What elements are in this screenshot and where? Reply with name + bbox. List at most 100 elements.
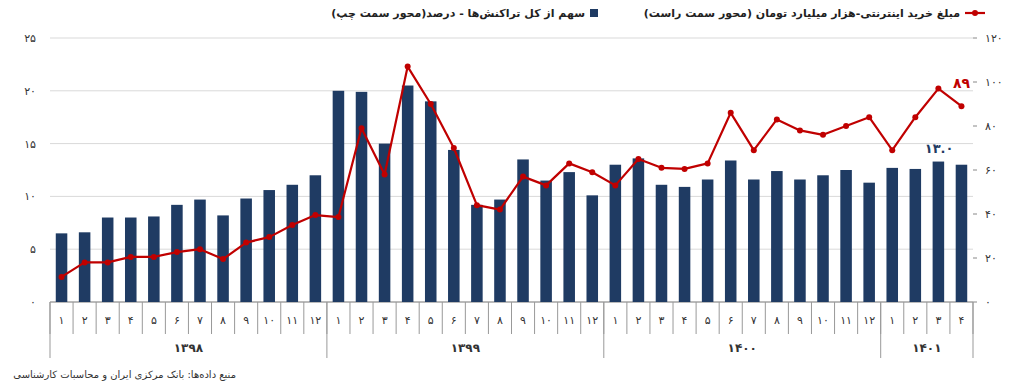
y2-tick-label: ۰ <box>985 296 991 309</box>
x-tick-label: ۳ <box>935 314 941 327</box>
marker <box>635 156 641 162</box>
x-tick-label: ۴ <box>128 314 134 327</box>
bar <box>840 170 852 302</box>
bar <box>794 180 806 302</box>
x-separator <box>188 302 189 334</box>
marker <box>774 116 780 122</box>
x-separator <box>857 302 858 334</box>
x-separator <box>926 302 927 334</box>
x-tick-label: ۱۱ <box>563 314 575 327</box>
x-separator <box>119 302 120 334</box>
bar <box>702 180 714 302</box>
x-tick-label: ۱ <box>335 314 341 327</box>
y2-tick <box>973 170 977 171</box>
x-tick-label: ۶ <box>174 314 180 327</box>
x-tick-label: ۹ <box>797 314 803 327</box>
marker <box>359 125 365 131</box>
bar <box>356 92 368 302</box>
bar <box>610 165 622 302</box>
x-separator <box>442 302 443 334</box>
marker <box>289 222 295 228</box>
x-separator <box>373 302 374 334</box>
source: منبع داده‌ها: بانک مرکزی ایران و محاسبات… <box>13 369 236 381</box>
line <box>62 67 962 277</box>
bar <box>125 218 137 302</box>
bar <box>540 181 552 302</box>
bar <box>494 200 506 302</box>
marker <box>543 182 549 188</box>
x-separator <box>696 302 697 334</box>
bar <box>910 169 922 302</box>
x-tick-label: ۷ <box>751 314 757 327</box>
x-separator <box>488 302 489 334</box>
x-separator <box>788 302 789 334</box>
x-tick-label: ۲ <box>82 314 88 327</box>
bar <box>933 162 945 302</box>
bar <box>448 150 460 302</box>
group-label: ۱۴۰۱ <box>912 341 941 355</box>
y-tick-label: ۰ <box>30 296 36 309</box>
x-tick-label: ۱۱ <box>840 314 852 327</box>
x-tick-label: ۱۲ <box>309 314 321 327</box>
x-tick-label: ۱۱ <box>286 314 298 327</box>
x-separator <box>465 302 466 334</box>
x-separator <box>742 302 743 334</box>
y2-tick <box>973 126 977 127</box>
x-tick-label: ۳ <box>659 314 665 327</box>
x-separator <box>303 302 304 334</box>
marker <box>866 114 872 120</box>
x-tick-label: ۷ <box>474 314 480 327</box>
bar <box>633 158 645 302</box>
marker <box>382 171 388 177</box>
bar <box>656 185 668 302</box>
marker <box>566 160 572 166</box>
x-tick-label: ۸ <box>497 314 503 327</box>
x-separator <box>234 302 235 334</box>
legend-label: سهم از کل تراکنش‌ها - درصد(محور سمت چپ) <box>331 7 585 20</box>
bar <box>333 91 345 302</box>
bar <box>240 199 252 302</box>
marker <box>728 110 734 116</box>
data-label: ۸۹ <box>953 75 971 91</box>
group-separator <box>603 302 604 358</box>
marker <box>405 64 411 70</box>
x-tick-label: ۱۰ <box>263 314 275 327</box>
marker <box>497 207 503 213</box>
x-separator <box>557 302 558 334</box>
marker <box>82 259 88 265</box>
bar <box>79 232 91 302</box>
x-separator <box>396 302 397 334</box>
marker <box>912 114 918 120</box>
y2-tick-label: ۲۰ <box>985 252 997 265</box>
grid-line <box>50 90 973 91</box>
bar <box>771 171 783 302</box>
x-separator <box>580 302 581 334</box>
marker <box>474 202 480 208</box>
x-tick-label: ۳ <box>105 314 111 327</box>
bar <box>748 180 760 302</box>
bar <box>263 190 275 302</box>
marker <box>128 254 134 260</box>
group-label: ۱۴۰۰ <box>728 341 757 355</box>
y-tick-label: ۲۰ <box>24 85 36 98</box>
bar <box>586 195 598 302</box>
y-tick-label: ۵ <box>30 243 36 256</box>
marker <box>312 212 318 218</box>
marker <box>105 259 111 265</box>
x-separator <box>511 302 512 334</box>
y2-tick <box>973 258 977 259</box>
bar <box>287 185 299 302</box>
x-tick-label: ۵ <box>151 314 157 327</box>
x-separator <box>165 302 166 334</box>
marker <box>520 174 526 180</box>
x-tick-label: ۱ <box>59 314 65 327</box>
bar <box>425 101 437 302</box>
marker <box>59 274 65 280</box>
y2-tick <box>973 214 977 215</box>
bar <box>956 165 968 302</box>
marker <box>612 182 618 188</box>
y2-tick <box>973 82 977 83</box>
y2-tick <box>973 38 977 39</box>
data-label: ۱۳.۰ <box>925 141 954 156</box>
bar <box>310 175 322 302</box>
